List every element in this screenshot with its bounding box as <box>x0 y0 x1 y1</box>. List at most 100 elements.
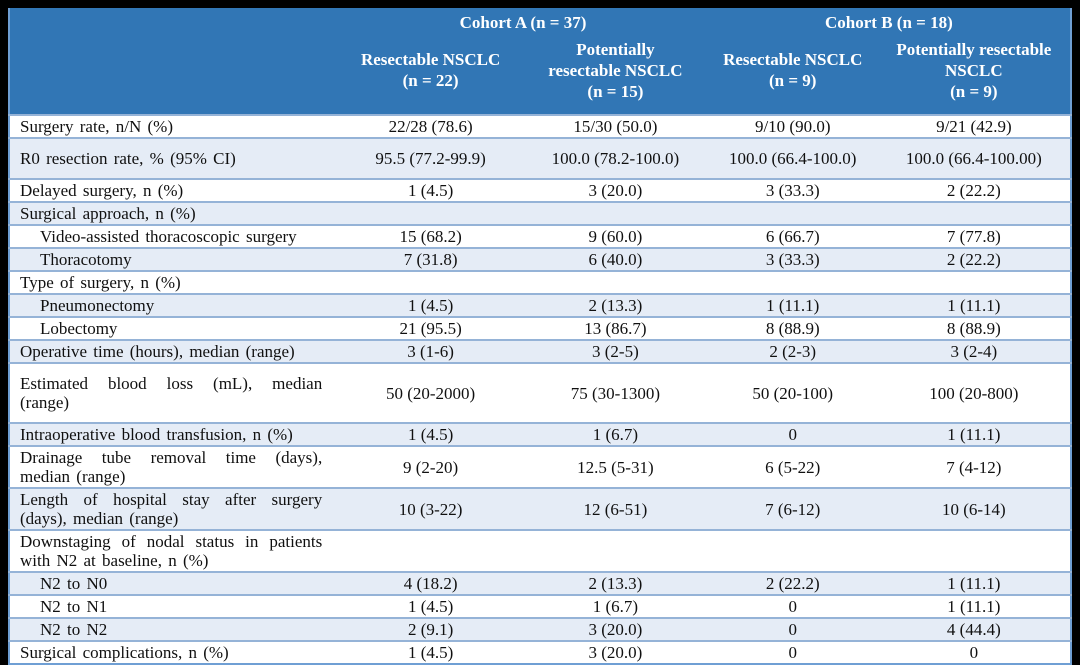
row-value: 1 (11.1) <box>877 422 1071 446</box>
data-row: Surgery rate, n/N (%) 22/28 (78.6) 15/30 (… <box>9 114 1071 138</box>
row-value: 1 (6.7) <box>523 594 708 618</box>
row-value: 22/28 (78.6) <box>338 114 523 138</box>
row-value: 1 (4.5) <box>338 640 523 664</box>
row-value: 8 (88.9) <box>707 316 878 340</box>
data-row: Delayed surgery, n (%) 1 (4.5) 3 (20.0) 3 (… <box>9 178 1071 202</box>
row-value: 1 (11.1) <box>707 293 878 317</box>
row-label: Drainage tube removal time (days), media… <box>9 445 339 488</box>
row-value <box>707 201 878 225</box>
row-label: Thoracotomy <box>9 247 339 271</box>
row-label: Delayed surgery, n (%) <box>9 178 339 202</box>
row-value: 15 (68.2) <box>338 224 523 248</box>
header-stub <box>9 34 339 115</box>
data-row: Video-assisted thoracoscopic surgery 15 (… <box>9 224 1071 248</box>
data-row: N2 to N0 4 (18.2) 2 (13.3) 2 (22.2) 1 (11.1) <box>9 571 1071 595</box>
data-row: R0 resection rate, % (95% CI) 95.5 (77.2-… <box>9 137 1071 179</box>
cohort-group-row: Cohort A (n = 37) Cohort B (n = 18) <box>9 8 1071 34</box>
data-row: Drainage tube removal time (days), media… <box>9 445 1071 488</box>
row-value: 0 <box>707 617 878 641</box>
row-value: 100.0 (66.4-100.00) <box>877 137 1071 179</box>
row-value: 12 (6-51) <box>523 487 708 530</box>
row-value <box>523 201 708 225</box>
data-row: Estimated blood loss (mL), median (range… <box>9 362 1071 423</box>
row-value: 7 (31.8) <box>338 247 523 271</box>
row-value: 9 (60.0) <box>523 224 708 248</box>
column-header-3: Resectable NSCLC (n = 9) <box>707 34 878 115</box>
row-value: 8 (88.9) <box>877 316 1071 340</box>
table-header: Cohort A (n = 37) Cohort B (n = 18) Rese… <box>9 8 1071 115</box>
row-value: 6 (5-22) <box>707 445 878 488</box>
row-value: 0 <box>707 640 878 664</box>
row-value: 1 (11.1) <box>877 293 1071 317</box>
row-value: 2 (2-3) <box>707 339 878 363</box>
subcolumn-header-row: Resectable NSCLC (n = 22) Potentially res… <box>9 34 1071 115</box>
data-row: Surgical complications, n (%) 1 (4.5) 3 (2… <box>9 640 1071 664</box>
row-value: 2 (22.2) <box>877 247 1071 271</box>
row-label: Estimated blood loss (mL), median (range… <box>9 362 339 423</box>
row-value: 6 (66.7) <box>707 224 878 248</box>
row-value <box>338 270 523 294</box>
row-value: 100 (20-800) <box>877 362 1071 423</box>
row-value: 10 (6-14) <box>877 487 1071 530</box>
row-value <box>523 529 708 572</box>
row-value: 3 (2-5) <box>523 339 708 363</box>
row-value: 1 (6.7) <box>523 422 708 446</box>
row-value: 2 (13.3) <box>523 571 708 595</box>
row-value: 2 (22.2) <box>707 571 878 595</box>
row-value: 4 (18.2) <box>338 571 523 595</box>
cohort-a-header: Cohort A (n = 37) <box>338 8 708 34</box>
data-row: Pneumonectomy 1 (4.5) 2 (13.3) 1 (11.1) 1 (1… <box>9 293 1071 317</box>
column-header-2: Potentially resectable NSCLC (n = 15) <box>523 34 708 115</box>
row-value: 21 (95.5) <box>338 316 523 340</box>
row-value: 3 (1-6) <box>338 339 523 363</box>
row-value: 100.0 (78.2-100.0) <box>523 137 708 179</box>
row-value: 2 (9.1) <box>338 617 523 641</box>
row-value: 1 (11.1) <box>877 571 1071 595</box>
row-value: 50 (20-100) <box>707 362 878 423</box>
row-label: Intraoperative blood transfusion, n (%) <box>9 422 339 446</box>
row-value <box>877 270 1071 294</box>
row-value: 1 (4.5) <box>338 422 523 446</box>
row-value <box>707 529 878 572</box>
row-label: N2 to N2 <box>9 617 339 641</box>
row-value: 9/21 (42.9) <box>877 114 1071 138</box>
data-row: N2 to N1 1 (4.5) 1 (6.7) 0 1 (11.1) <box>9 594 1071 618</box>
row-label: Pneumonectomy <box>9 293 339 317</box>
section-row: Type of surgery, n (%) <box>9 270 1071 294</box>
row-label: Video-assisted thoracoscopic surgery <box>9 224 339 248</box>
row-label: Operative time (hours), median (range) <box>9 339 339 363</box>
data-row: Operative time (hours), median (range) 3 … <box>9 339 1071 363</box>
row-value: 4 (44.4) <box>877 617 1071 641</box>
data-row: N2 to N2 2 (9.1) 3 (20.0) 0 4 (44.4) <box>9 617 1071 641</box>
table-frame: Cohort A (n = 37) Cohort B (n = 18) Rese… <box>8 8 1072 665</box>
section-row: Surgical approach, n (%) <box>9 201 1071 225</box>
row-value: 50 (20-2000) <box>338 362 523 423</box>
row-label: Type of surgery, n (%) <box>9 270 339 294</box>
data-row: Thoracotomy 7 (31.8) 6 (40.0) 3 (33.3) 2 (22… <box>9 247 1071 271</box>
surgical-outcomes-table: Cohort A (n = 37) Cohort B (n = 18) Rese… <box>8 8 1072 665</box>
row-value <box>707 270 878 294</box>
row-value: 3 (33.3) <box>707 247 878 271</box>
row-label: Downstaging of nodal status in patients … <box>9 529 339 572</box>
row-value: 0 <box>877 640 1071 664</box>
row-value <box>338 201 523 225</box>
row-value: 9 (2-20) <box>338 445 523 488</box>
row-value: 10 (3-22) <box>338 487 523 530</box>
row-value: 7 (4-12) <box>877 445 1071 488</box>
row-value: 15/30 (50.0) <box>523 114 708 138</box>
row-value: 75 (30-1300) <box>523 362 708 423</box>
section-row: Downstaging of nodal status in patients … <box>9 529 1071 572</box>
row-value: 1 (4.5) <box>338 178 523 202</box>
table-body: Surgery rate, n/N (%) 22/28 (78.6) 15/30 (… <box>9 114 1071 664</box>
row-value: 6 (40.0) <box>523 247 708 271</box>
row-label: Surgical approach, n (%) <box>9 201 339 225</box>
row-label: Surgical complications, n (%) <box>9 640 339 664</box>
row-value: 12.5 (5-31) <box>523 445 708 488</box>
row-value <box>338 529 523 572</box>
row-label: Length of hospital stay after surgery (d… <box>9 487 339 530</box>
row-value: 7 (77.8) <box>877 224 1071 248</box>
row-value <box>877 201 1071 225</box>
row-label: Surgery rate, n/N (%) <box>9 114 339 138</box>
row-label: Lobectomy <box>9 316 339 340</box>
row-value: 3 (33.3) <box>707 178 878 202</box>
